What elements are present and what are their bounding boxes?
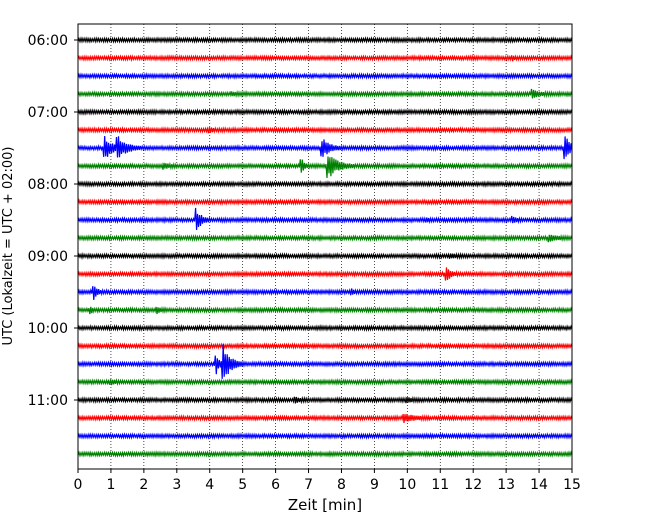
trace-0900 [77, 251, 573, 261]
x-tick-label: 3 [172, 477, 181, 493]
trace-0600 [77, 35, 573, 45]
trace-0630 [77, 71, 573, 81]
x-tick-label: 1 [106, 477, 115, 493]
trace-0945 [77, 305, 573, 315]
x-tick-label: 9 [370, 477, 379, 493]
vertical-grid [110, 24, 540, 469]
trace-1045 [77, 377, 573, 387]
x-tick-label: 15 [563, 477, 581, 493]
x-tick-label: 7 [304, 477, 313, 493]
x-tick-label: 2 [139, 477, 148, 493]
x-tick-label: 12 [464, 477, 482, 493]
x-tick-label: 14 [530, 477, 548, 493]
trace-0700 [77, 107, 573, 117]
x-axis-label: Zeit [min] [288, 496, 362, 514]
x-tick-label: 13 [497, 477, 515, 493]
y-tick-label: 11:00 [28, 393, 68, 409]
x-tick-label: 6 [271, 477, 280, 493]
trace-1130 [77, 432, 573, 441]
y-tick-label: 09:00 [28, 249, 68, 265]
x-tick-label: 5 [238, 477, 247, 493]
x-tick-label: 4 [205, 477, 214, 493]
trace-0800 [77, 179, 573, 189]
x-tick-label: 10 [398, 477, 416, 493]
y-axis-label: UTC (Lokalzeit = UTC + 02:00) [1, 147, 16, 346]
trace-0845 [77, 233, 573, 243]
y-tick-label: 08:00 [28, 177, 68, 193]
trace-0930 [77, 286, 573, 300]
plot-frame [77, 23, 573, 470]
x-tick-label: 0 [74, 477, 83, 493]
trace-0730 [77, 135, 573, 160]
trace-1145 [77, 449, 573, 459]
trace-0815 [77, 197, 573, 207]
trace-1115 [77, 413, 573, 423]
trace-0645 [77, 88, 573, 99]
y-tick-label: 07:00 [28, 105, 68, 121]
trace-1015 [77, 341, 573, 351]
y-tick-label: 10:00 [28, 321, 68, 337]
trace-0915 [77, 267, 573, 281]
x-tick-label: 11 [431, 477, 449, 493]
seismic-traces [77, 35, 573, 459]
x-axis-ticks: 0 1 2 3 4 5 6 7 8 9 10 11 12 13 14 15 [74, 469, 581, 493]
trace-0830 [77, 207, 573, 231]
x-tick-label: 8 [337, 477, 346, 493]
y-axis-ticks: 06:00 07:00 08:00 09:00 10:00 11:00 [28, 33, 78, 409]
trace-1100 [77, 395, 573, 405]
y-tick-label: 06:00 [28, 33, 68, 49]
trace-1030 [77, 343, 573, 379]
trace-0715 [77, 125, 573, 135]
trace-1000 [77, 323, 573, 333]
trace-0745 [77, 156, 573, 179]
trace-0615 [77, 53, 573, 63]
